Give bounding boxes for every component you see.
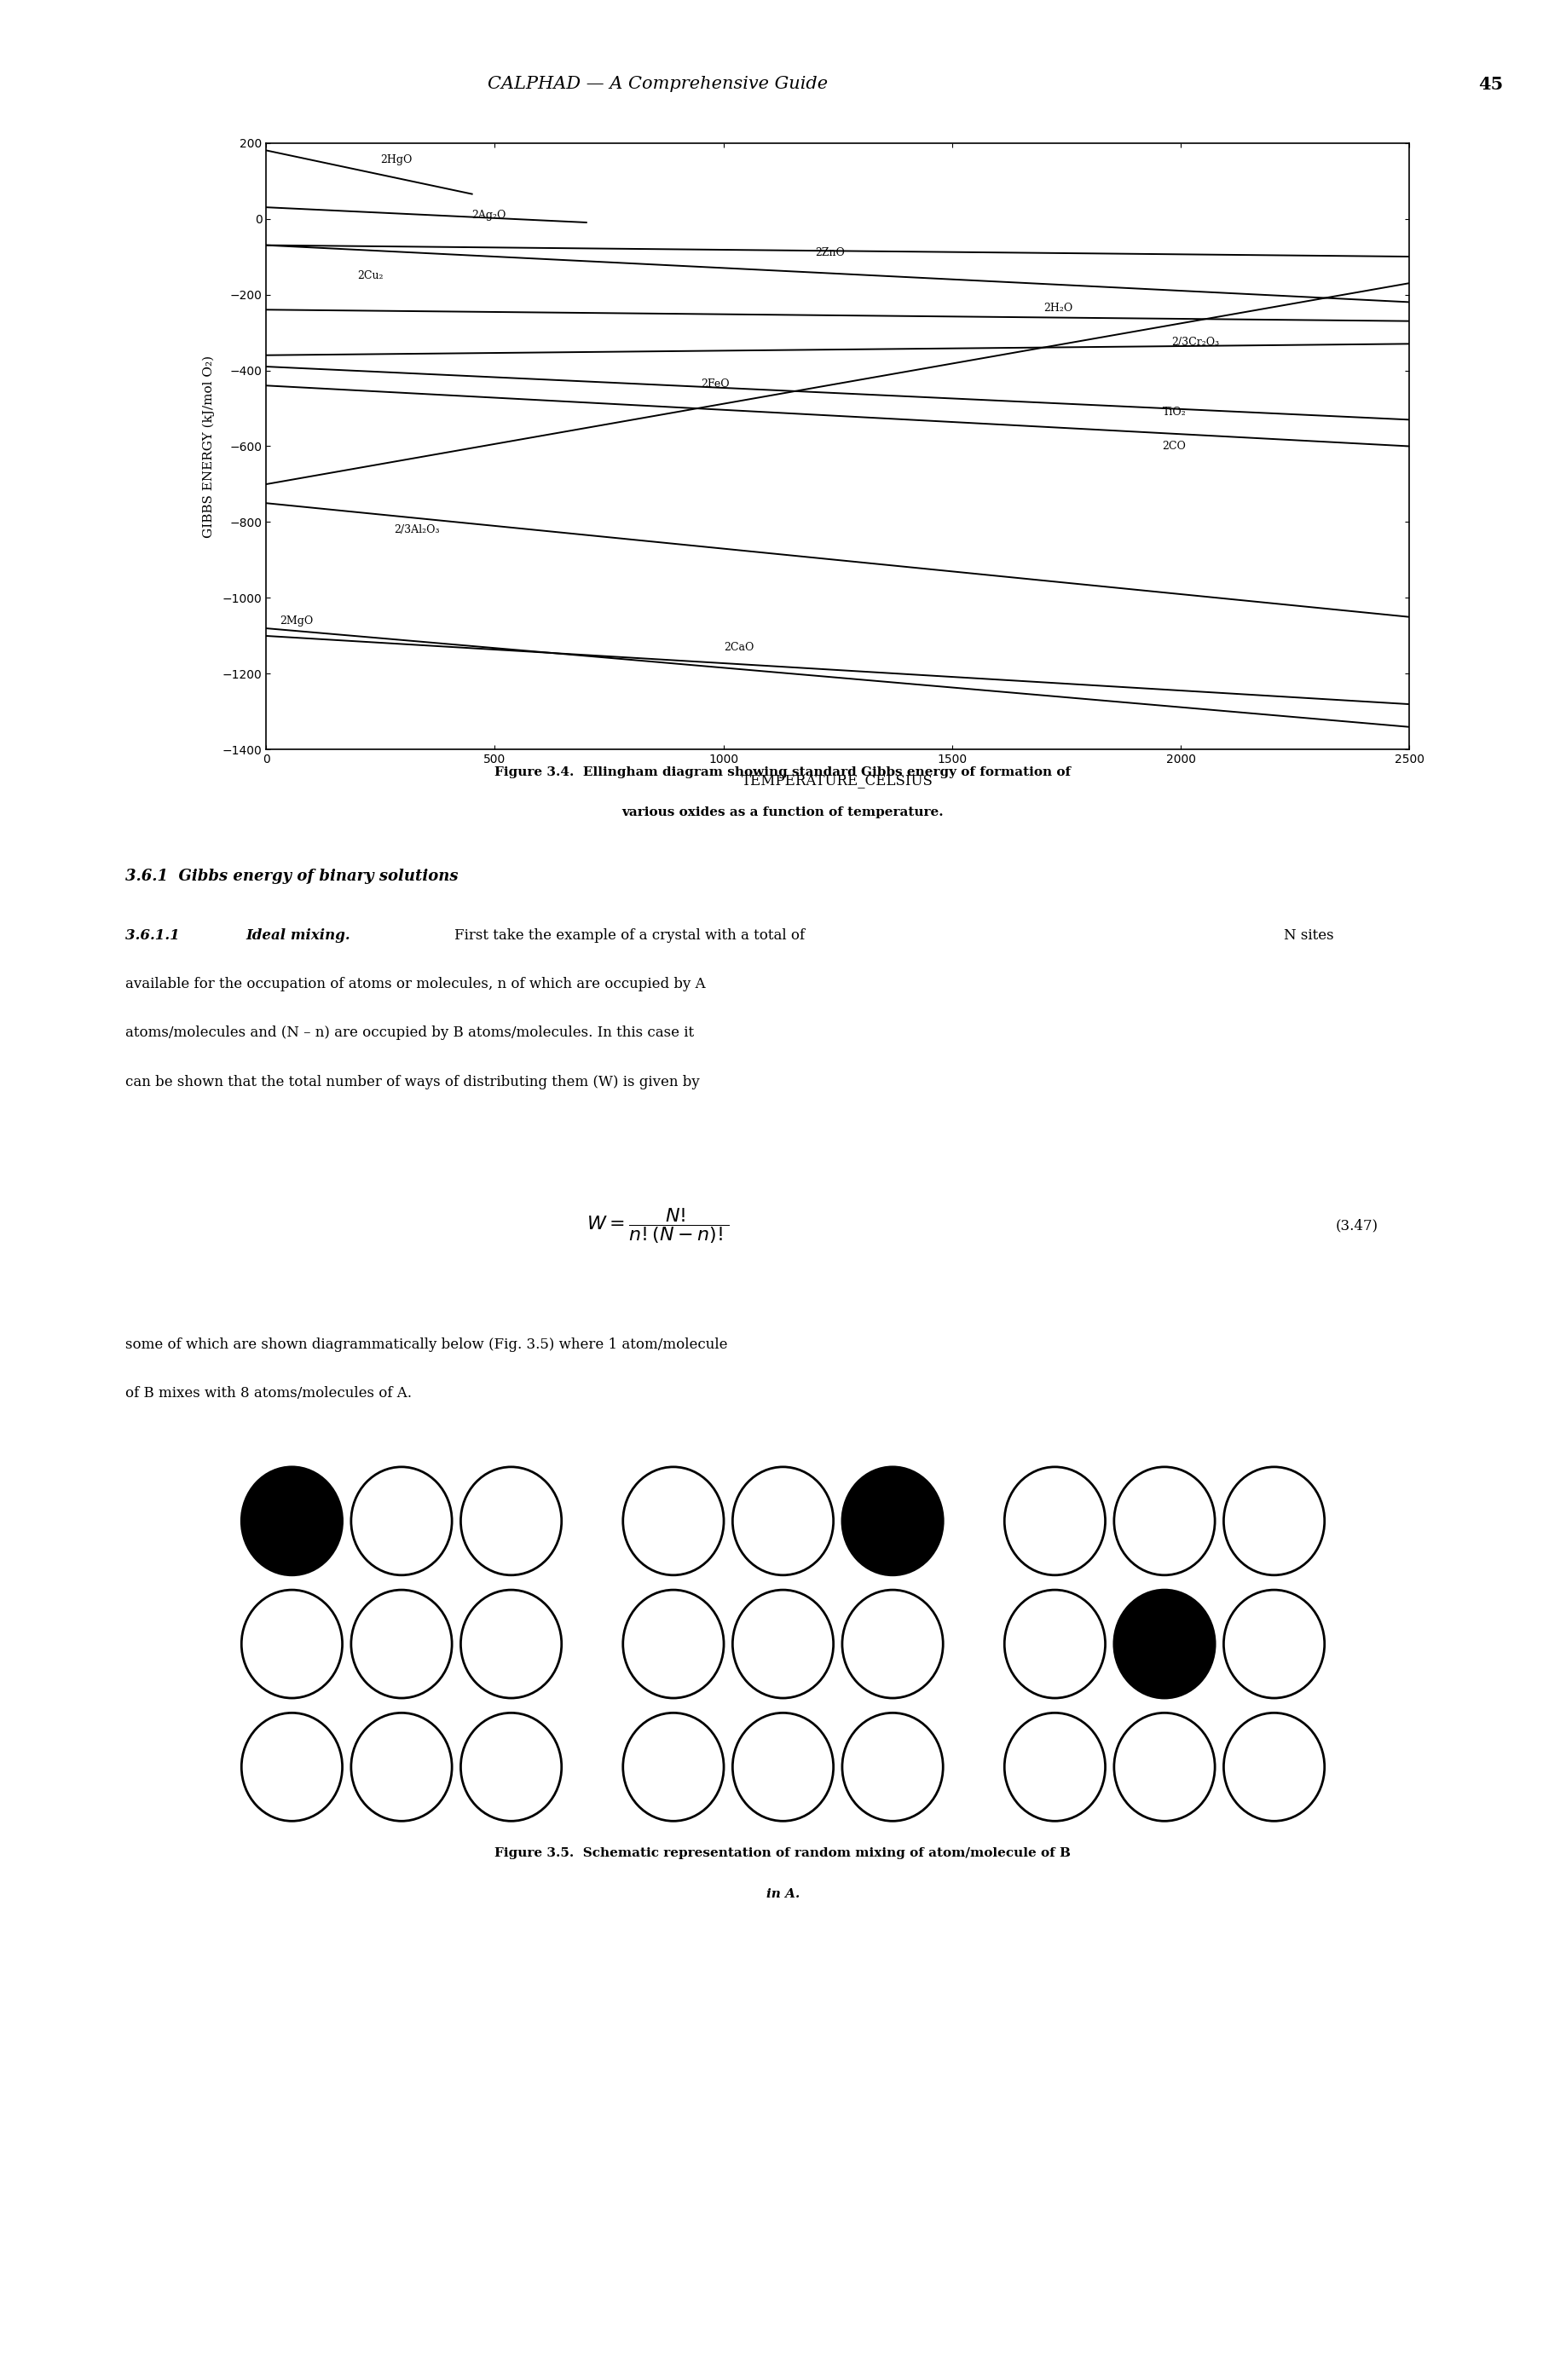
Text: 2H₂O: 2H₂O	[1043, 302, 1073, 314]
Ellipse shape	[843, 1466, 943, 1576]
Text: 2Cu₂: 2Cu₂	[357, 269, 384, 281]
Ellipse shape	[733, 1466, 833, 1576]
Text: CALPHAD — A Comprehensive Guide: CALPHAD — A Comprehensive Guide	[487, 76, 828, 93]
Ellipse shape	[623, 1466, 723, 1576]
Ellipse shape	[351, 1466, 453, 1576]
Text: 2FeO: 2FeO	[700, 378, 730, 390]
Text: 45: 45	[1478, 76, 1503, 93]
Ellipse shape	[241, 1590, 343, 1697]
Ellipse shape	[1004, 1590, 1106, 1697]
Ellipse shape	[623, 1714, 723, 1821]
Text: 2HgO: 2HgO	[381, 155, 412, 164]
Ellipse shape	[1223, 1714, 1325, 1821]
Ellipse shape	[241, 1714, 343, 1821]
Ellipse shape	[623, 1590, 723, 1697]
Text: can be shown that the total number of ways of distributing them (W) is given by: can be shown that the total number of wa…	[125, 1076, 700, 1090]
Ellipse shape	[1223, 1590, 1325, 1697]
Text: 3.6.1  Gibbs energy of binary solutions: 3.6.1 Gibbs energy of binary solutions	[125, 869, 459, 883]
Ellipse shape	[1113, 1466, 1215, 1576]
Text: $W = \dfrac{N!}{n!(N-n)!}$: $W = \dfrac{N!}{n!(N-n)!}$	[586, 1207, 730, 1245]
Ellipse shape	[1113, 1590, 1215, 1697]
Text: TiO₂: TiO₂	[1162, 407, 1185, 416]
Text: in A.: in A.	[766, 1887, 800, 1899]
Text: 2CaO: 2CaO	[723, 643, 753, 652]
Text: atoms/molecules and (N – n) are occupied by B atoms/molecules. In this case it: atoms/molecules and (N – n) are occupied…	[125, 1026, 694, 1040]
Text: Figure 3.4.  Ellingham diagram showing standard Gibbs energy of formation of: Figure 3.4. Ellingham diagram showing st…	[495, 766, 1071, 778]
Ellipse shape	[351, 1590, 453, 1697]
Ellipse shape	[351, 1714, 453, 1821]
Ellipse shape	[1004, 1714, 1106, 1821]
Text: 2MgO: 2MgO	[280, 614, 313, 626]
Ellipse shape	[843, 1590, 943, 1697]
Ellipse shape	[1113, 1714, 1215, 1821]
Text: 3.6.1.1: 3.6.1.1	[125, 928, 189, 942]
Text: 2Ag₂O: 2Ag₂O	[471, 209, 506, 221]
Y-axis label: GIBBS ENERGY (kJ/mol O₂): GIBBS ENERGY (kJ/mol O₂)	[204, 355, 215, 538]
Text: 2/3Al₂O₃: 2/3Al₂O₃	[395, 524, 440, 536]
Text: 2CO: 2CO	[1162, 440, 1185, 452]
Text: various oxides as a function of temperature.: various oxides as a function of temperat…	[622, 807, 944, 819]
Text: 2/3Cr₂O₃: 2/3Cr₂O₃	[1171, 336, 1220, 347]
Ellipse shape	[1223, 1466, 1325, 1576]
Ellipse shape	[843, 1714, 943, 1821]
Ellipse shape	[460, 1714, 562, 1821]
Text: N sites: N sites	[1284, 928, 1334, 942]
X-axis label: TEMPERATURE_CELSIUS: TEMPERATURE_CELSIUS	[742, 774, 933, 788]
Text: available for the occupation of atoms or molecules, n of which are occupied by A: available for the occupation of atoms or…	[125, 976, 706, 992]
Ellipse shape	[460, 1466, 562, 1576]
Text: Figure 3.5.  Schematic representation of random mixing of atom/molecule of B: Figure 3.5. Schematic representation of …	[495, 1847, 1071, 1859]
Ellipse shape	[241, 1466, 343, 1576]
Text: of B mixes with 8 atoms/molecules of A.: of B mixes with 8 atoms/molecules of A.	[125, 1385, 412, 1402]
Text: some of which are shown diagrammatically below (Fig. 3.5) where 1 atom/molecule: some of which are shown diagrammatically…	[125, 1338, 728, 1352]
Text: Ideal mixing.: Ideal mixing.	[246, 928, 351, 942]
Ellipse shape	[1004, 1466, 1106, 1576]
Text: First take the example of a crystal with a total of: First take the example of a crystal with…	[454, 928, 805, 942]
Ellipse shape	[460, 1590, 562, 1697]
Ellipse shape	[733, 1714, 833, 1821]
Ellipse shape	[733, 1590, 833, 1697]
Text: 2ZnO: 2ZnO	[814, 248, 844, 259]
Text: (3.47): (3.47)	[1336, 1219, 1378, 1233]
